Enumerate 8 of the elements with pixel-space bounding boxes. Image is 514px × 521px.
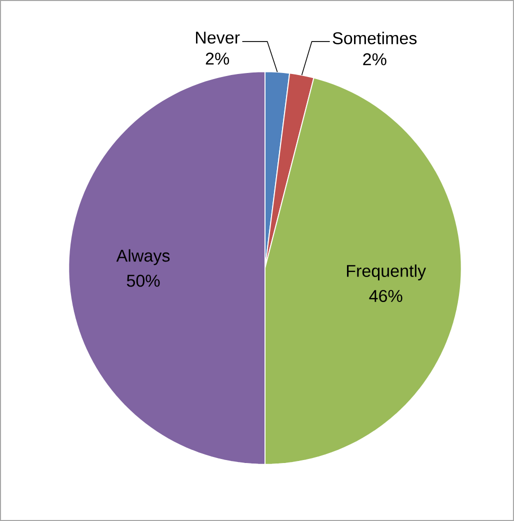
data-label: 2% — [363, 53, 386, 66]
data-label: 50% — [126, 274, 160, 287]
slice-label: Never — [196, 32, 240, 44]
slice-label: Always — [116, 249, 170, 266]
data-label: 2% — [206, 52, 230, 65]
slice-label: Sometimes — [332, 32, 417, 44]
data-label: 46% — [369, 290, 402, 302]
slice-label: Frequently — [347, 264, 426, 280]
